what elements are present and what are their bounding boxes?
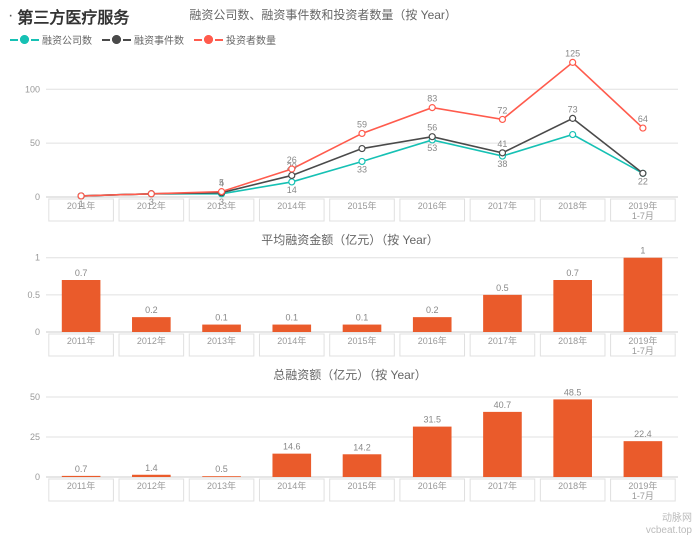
svg-text:0.5: 0.5 [496, 283, 509, 293]
svg-text:2014年: 2014年 [277, 335, 306, 346]
svg-text:33: 33 [357, 164, 367, 174]
svg-text:2017年: 2017年 [488, 480, 517, 491]
legend-dot [20, 35, 29, 44]
svg-text:2014年: 2014年 [277, 480, 306, 491]
legend-dot [112, 35, 121, 44]
svg-text:73: 73 [568, 104, 578, 114]
svg-text:0: 0 [35, 192, 40, 202]
svg-text:2018年: 2018年 [558, 335, 587, 346]
svg-text:100: 100 [25, 84, 40, 94]
svg-text:41: 41 [497, 139, 507, 149]
svg-text:50: 50 [30, 392, 40, 402]
svg-text:2013年: 2013年 [207, 335, 236, 346]
svg-text:0.2: 0.2 [426, 305, 439, 315]
svg-text:14.6: 14.6 [283, 442, 301, 452]
svg-text:1-7月: 1-7月 [632, 211, 654, 221]
svg-text:0.7: 0.7 [566, 268, 579, 278]
title-bullet: · [8, 7, 13, 25]
watermark-line1: 动脉网 [646, 513, 692, 525]
svg-text:25: 25 [30, 432, 40, 442]
watermark: 动脉网 vcbeat.top [646, 513, 692, 536]
svg-text:48.5: 48.5 [564, 387, 582, 397]
svg-text:31.5: 31.5 [423, 415, 441, 425]
svg-text:83: 83 [427, 94, 437, 104]
svg-text:0.5: 0.5 [215, 464, 228, 474]
svg-text:平均融资金额（亿元）（按 Year）: 平均融资金额（亿元）（按 Year） [261, 232, 439, 247]
svg-text:26: 26 [287, 155, 297, 165]
watermark-line2: vcbeat.top [646, 525, 692, 537]
svg-text:3: 3 [149, 197, 154, 207]
svg-text:38: 38 [497, 159, 507, 169]
svg-text:1: 1 [79, 199, 84, 209]
svg-text:0: 0 [35, 472, 40, 482]
chart-line-title: 融资公司数、融资事件数和投资者数量（按 Year） [189, 6, 457, 23]
svg-text:2016年: 2016年 [418, 335, 447, 346]
chart-bar-avg: 平均融资金额（亿元）（按 Year） 0 0.5 1 2011年 2012年 2013年 20… [10, 232, 690, 367]
legend-line [10, 39, 18, 41]
svg-text:72: 72 [497, 105, 507, 115]
svg-text:3: 3 [219, 197, 224, 207]
chart-line: 0501002011年2012年2013年2014年2015年2016年2017… [10, 49, 690, 232]
svg-text:0.1: 0.1 [286, 313, 299, 323]
svg-text:5: 5 [219, 178, 224, 188]
svg-text:14.2: 14.2 [353, 442, 371, 452]
page-title: 第三方医疗服务 [17, 4, 129, 28]
svg-text:50: 50 [30, 138, 40, 148]
svg-text:1: 1 [640, 246, 645, 256]
svg-text:2017年: 2017年 [488, 200, 517, 211]
chart-line-legend: 融资公司数 融资事件数 投资者数量 [0, 28, 700, 49]
legend-label: 融资公司数 [42, 32, 92, 47]
svg-text:64: 64 [638, 114, 648, 124]
svg-text:2013年: 2013年 [207, 480, 236, 491]
legend-item: 投资者数量 [194, 32, 276, 47]
svg-text:0.7: 0.7 [75, 268, 88, 278]
svg-text:总融资额（亿元）（按 Year）: 总融资额（亿元）（按 Year） [273, 367, 427, 382]
svg-text:0.7: 0.7 [75, 464, 88, 474]
svg-text:59: 59 [357, 119, 367, 129]
legend-dot [204, 35, 213, 44]
svg-text:2012年: 2012年 [137, 480, 166, 491]
svg-text:2016年: 2016年 [418, 200, 447, 211]
svg-text:22.4: 22.4 [634, 429, 652, 439]
svg-text:2019年: 2019年 [628, 200, 657, 211]
svg-text:1: 1 [35, 253, 40, 263]
svg-text:2011年: 2011年 [67, 480, 95, 491]
svg-text:53: 53 [427, 143, 437, 153]
svg-text:1.4: 1.4 [145, 463, 158, 473]
svg-text:2017年: 2017年 [488, 335, 517, 346]
svg-text:2015年: 2015年 [347, 200, 376, 211]
svg-text:14: 14 [287, 185, 297, 195]
svg-text:2015年: 2015年 [347, 480, 376, 491]
legend-item: 融资公司数 [10, 32, 92, 47]
svg-text:2015年: 2015年 [347, 335, 376, 346]
legend-item: 融资事件数 [102, 32, 184, 47]
svg-text:2019年: 2019年 [628, 335, 657, 346]
svg-text:0.5: 0.5 [27, 290, 40, 300]
svg-text:2012年: 2012年 [137, 335, 166, 346]
svg-text:0.2: 0.2 [145, 305, 158, 315]
legend-line [194, 39, 202, 41]
svg-text:0.1: 0.1 [356, 313, 369, 323]
svg-text:1-7月: 1-7月 [632, 346, 654, 356]
svg-text:56: 56 [427, 123, 437, 133]
legend-label: 投资者数量 [226, 32, 276, 47]
svg-text:1-7月: 1-7月 [632, 491, 654, 501]
svg-text:40.7: 40.7 [494, 400, 512, 410]
svg-text:0.1: 0.1 [215, 313, 228, 323]
svg-text:125: 125 [565, 49, 580, 58]
svg-text:2011年: 2011年 [67, 335, 95, 346]
svg-text:2018年: 2018年 [558, 200, 587, 211]
svg-text:2016年: 2016年 [418, 480, 447, 491]
legend-label: 融资事件数 [134, 32, 184, 47]
svg-text:2019年: 2019年 [628, 480, 657, 491]
svg-text:0: 0 [35, 327, 40, 337]
chart-bar-total: 总融资额（亿元）（按 Year） 0 25 50 2011年 2012年 2013年 2014… [10, 367, 690, 512]
svg-text:22: 22 [638, 176, 648, 186]
svg-text:2014年: 2014年 [277, 200, 306, 211]
svg-text:2018年: 2018年 [558, 480, 587, 491]
legend-line [102, 39, 110, 41]
